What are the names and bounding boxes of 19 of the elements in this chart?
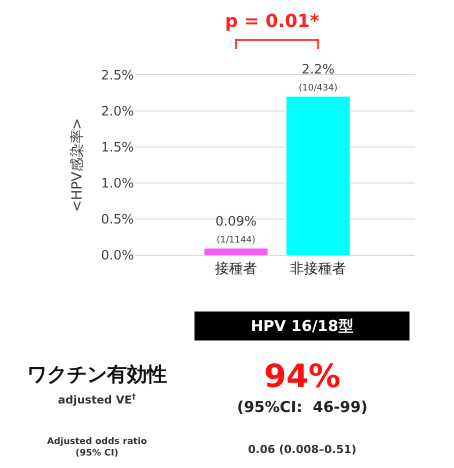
text: HPV 16/18型 [250,317,354,335]
text: adjusted VE$^{†}$ [58,392,136,407]
y-tick-label: 1.0% [100,176,134,192]
y-tick-label: 0.0% [100,248,134,264]
text: (95%CI: 46-99) [237,398,368,416]
x-tick-label: 非接種者 [290,260,346,277]
y-axis-title: <HPV感染率> [70,118,86,212]
text: ワクチン有効性 [27,362,167,386]
y-tick-label: 2.5% [100,68,134,84]
text: p = 0.01* [225,11,320,32]
text: 0.06 (0.008–0.51) [248,443,356,456]
text: 94% [264,357,341,395]
text: Adjusted odds ratio (95% CI) [47,437,147,459]
y-tick-label: 0.5% [100,212,134,228]
y-tick-label: 2.0% [100,104,134,120]
y-tick-label: 1.5% [100,140,134,156]
data-label: 0.09% (1/1144) [215,214,257,246]
data-label: 2.2% (10/434) [298,62,338,94]
x-tick-label: 接種者 [215,260,257,277]
